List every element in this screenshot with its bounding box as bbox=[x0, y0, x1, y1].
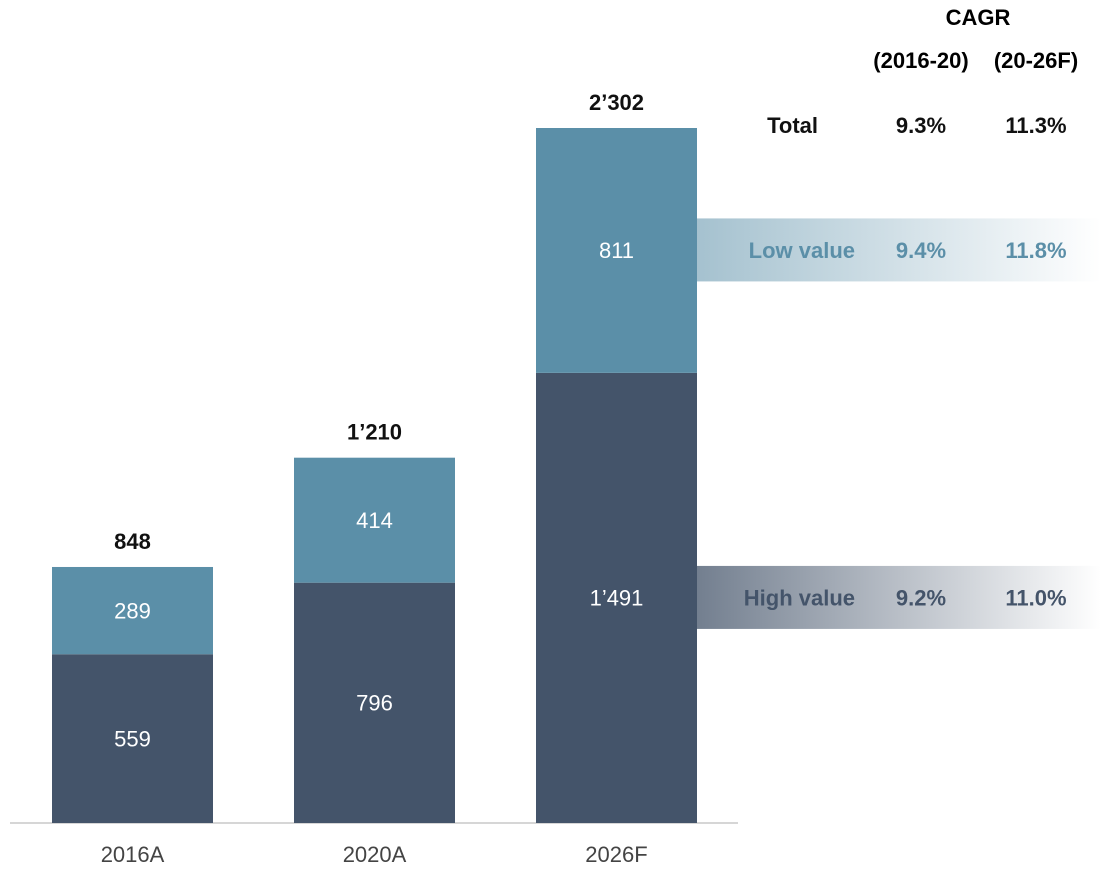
bar-segment bbox=[52, 566, 213, 655]
total-label: 2’302 bbox=[589, 90, 644, 115]
bar-segment bbox=[536, 128, 697, 373]
cagr-value: 11.3% bbox=[1005, 113, 1066, 138]
segment-label: 289 bbox=[114, 598, 151, 623]
x-tick-label: 2020A bbox=[343, 842, 407, 867]
cagr-row-label: Low value bbox=[749, 238, 855, 263]
segment-label: 1’491 bbox=[590, 586, 644, 611]
cagr-title: CAGR bbox=[946, 5, 1011, 30]
total-label: 1’210 bbox=[347, 419, 402, 444]
cagr-row-label: Total bbox=[767, 113, 818, 138]
cagr-row-label: High value bbox=[744, 586, 855, 611]
bar-segment bbox=[294, 582, 455, 823]
cagr-value: 9.3% bbox=[896, 113, 946, 138]
cagr-value: 11.0% bbox=[1005, 586, 1066, 611]
cagr-value: 9.2% bbox=[896, 586, 946, 611]
bar-segment bbox=[536, 372, 697, 823]
x-tick-label: 2016A bbox=[101, 842, 165, 867]
segment-label: 414 bbox=[356, 508, 393, 533]
cagr-column: (2016-20) bbox=[873, 48, 968, 73]
bar-segment bbox=[294, 457, 455, 583]
cagr-band bbox=[697, 565, 1101, 629]
cagr-band bbox=[697, 218, 1101, 282]
x-tick-label: 2026F bbox=[585, 842, 647, 867]
cagr-column: (20-26F) bbox=[994, 48, 1078, 73]
segment-label: 796 bbox=[356, 691, 393, 716]
cagr-value: 11.8% bbox=[1005, 238, 1066, 263]
cagr-value: 9.4% bbox=[896, 238, 946, 263]
bar-segment bbox=[52, 654, 213, 823]
segment-label: 559 bbox=[114, 726, 151, 751]
total-label: 848 bbox=[114, 529, 151, 554]
segment-label: 811 bbox=[599, 238, 634, 263]
